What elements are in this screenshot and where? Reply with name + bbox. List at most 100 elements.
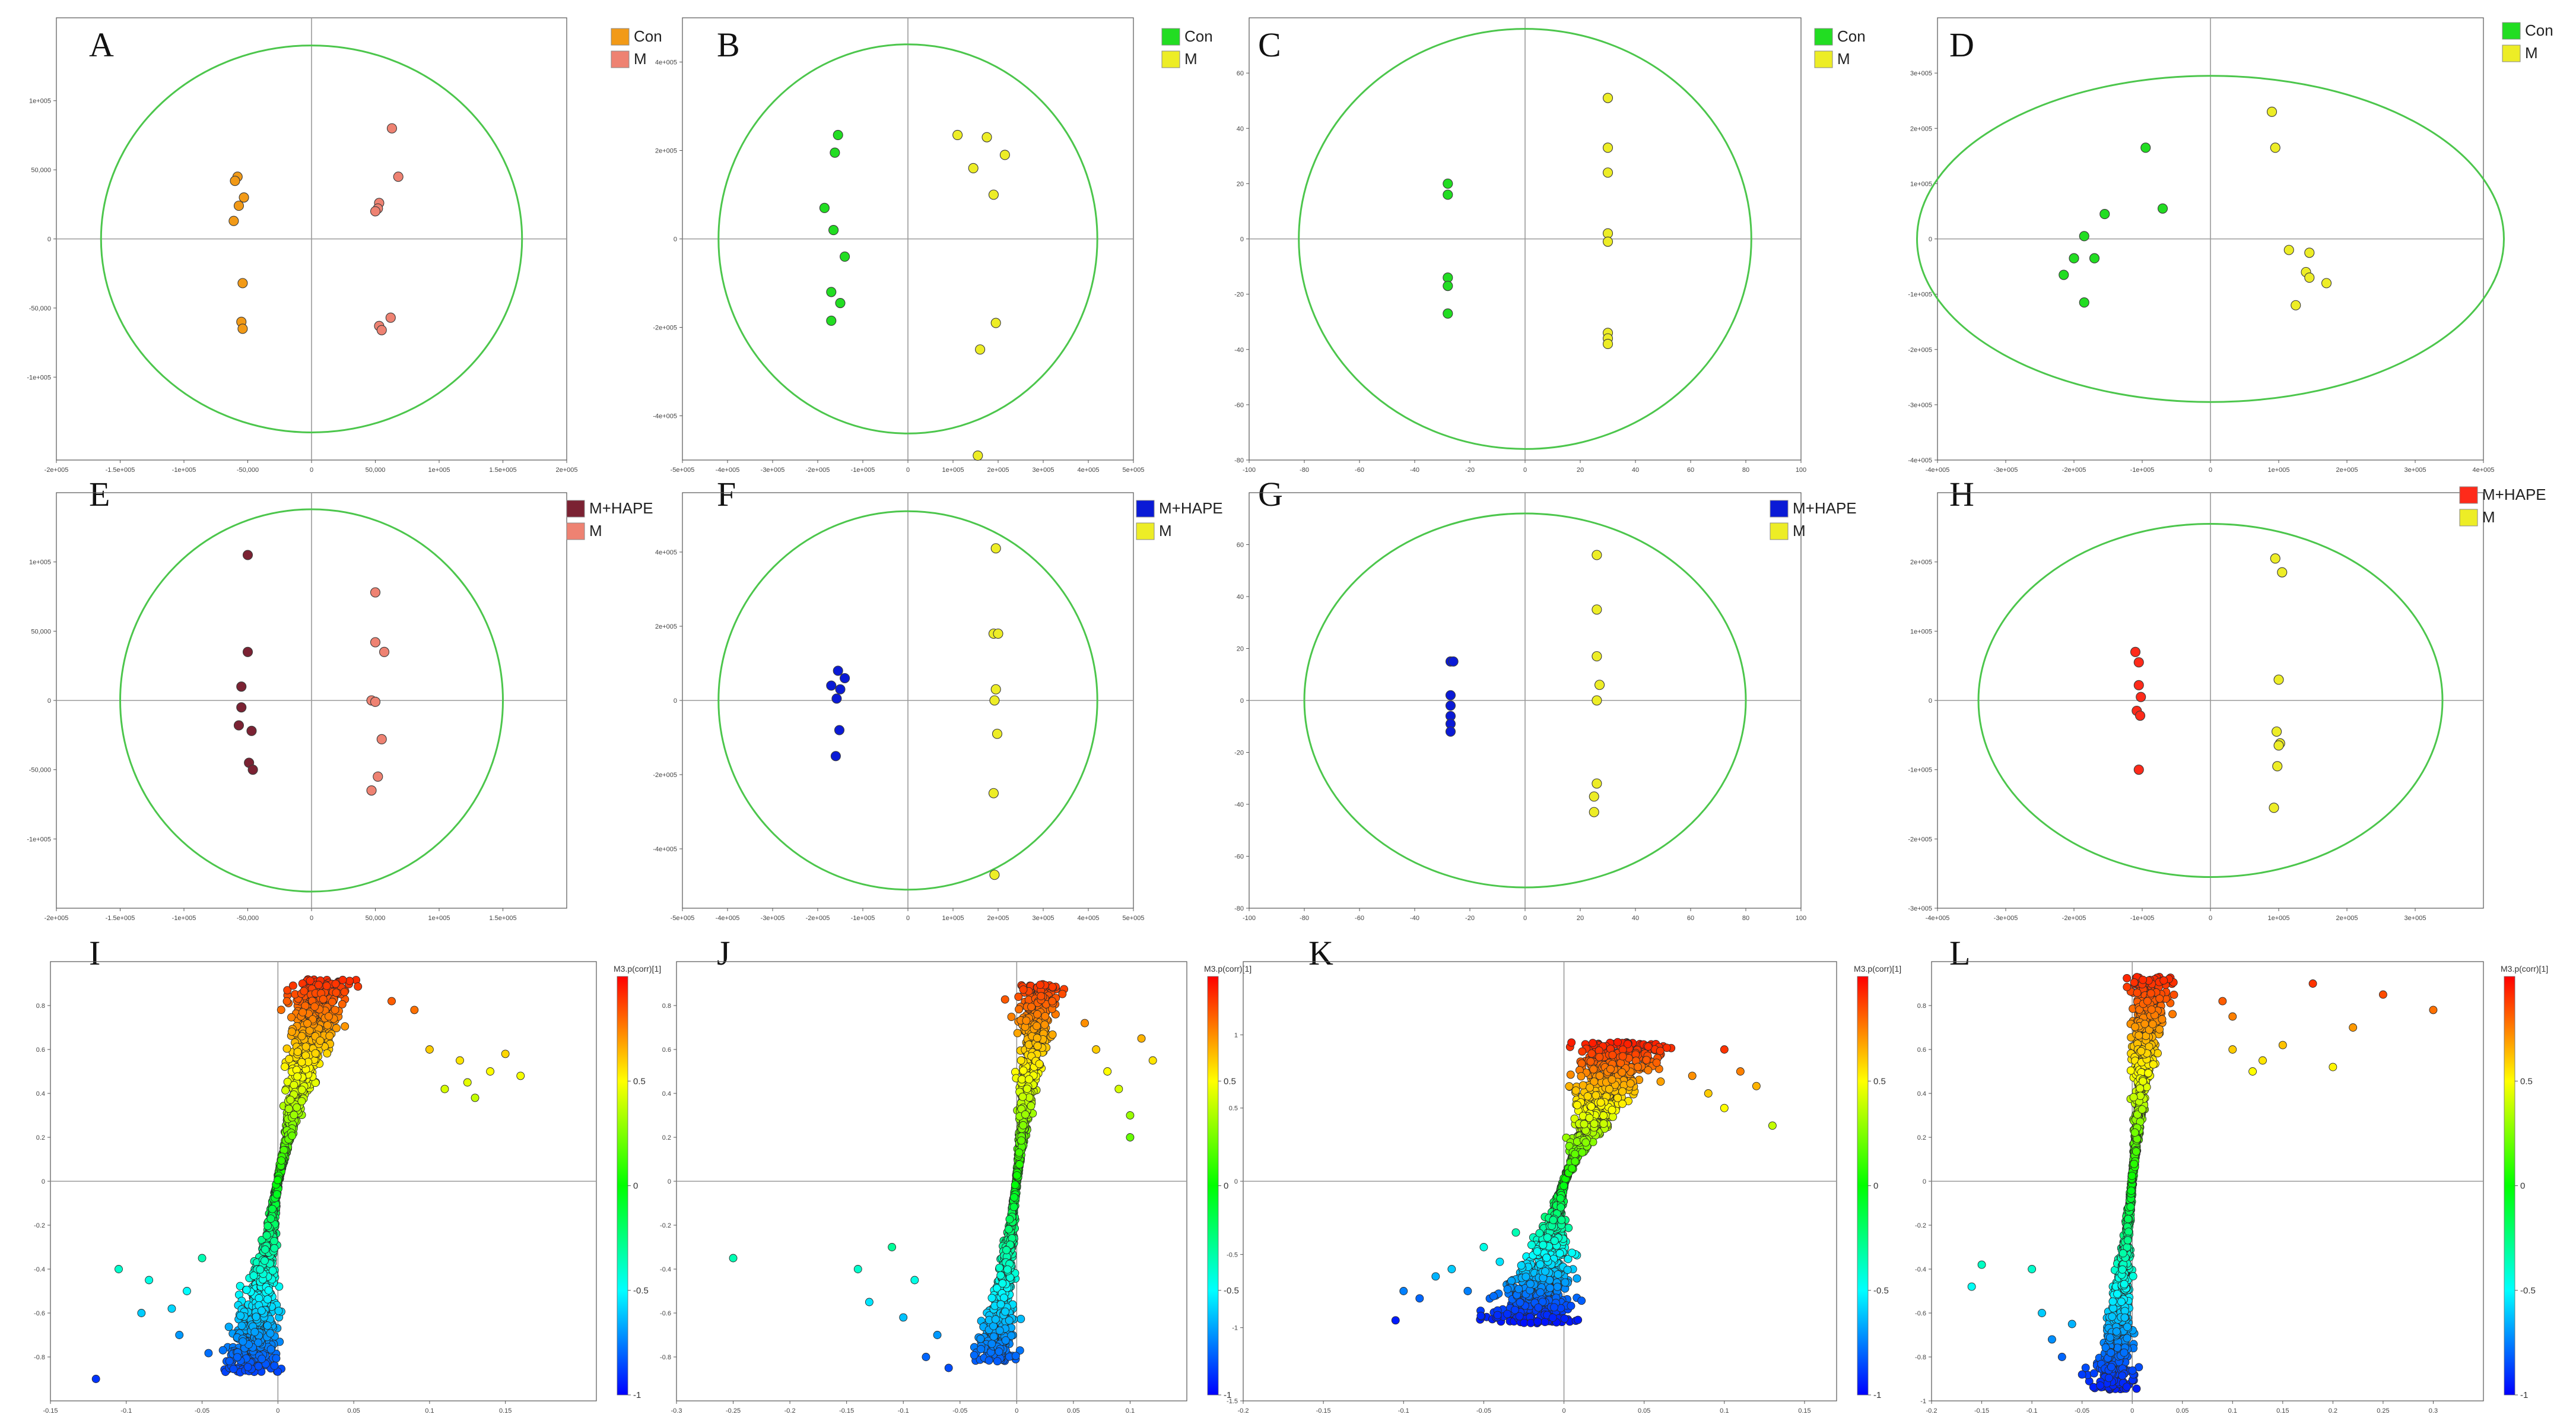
x-tick-label: -2e+005: [806, 467, 830, 474]
y-tick-label: -50,000: [29, 767, 51, 774]
splot-point: [310, 1002, 319, 1011]
point-con: [2099, 209, 2110, 220]
x-tick-label: 3e+005: [1032, 915, 1054, 922]
y-tick-label: 0: [1929, 697, 1932, 705]
y-tick-label: -60: [1234, 854, 1244, 861]
point-m-hape: [236, 702, 247, 713]
splot-point: [331, 1006, 339, 1014]
point-m: [975, 344, 986, 355]
x-tick-label: -50,000: [237, 915, 259, 922]
splot-point: [268, 1266, 277, 1275]
x-tick-label: 1e+005: [2267, 915, 2289, 922]
point-con: [826, 315, 837, 326]
splot-point: [257, 1307, 266, 1315]
splot-outlier: [198, 1254, 207, 1263]
colorbar-title: M3.p(corr)[1]: [1204, 964, 1252, 973]
panel-H: H-4e+005 -3e+005 -2e+005 -1e+005 0 1e+005 2e+0…: [1908, 475, 2546, 922]
x-tick-label: 0: [1015, 1407, 1018, 1415]
colorbar-tick-label: 0: [633, 1181, 638, 1191]
point-m-hape: [1448, 656, 1459, 667]
panel-letter-H: H: [1949, 475, 1974, 513]
splot-point: [1018, 1092, 1027, 1101]
y-tick-label: 60: [1237, 70, 1244, 77]
x-tick-label: 5e+005: [1122, 915, 1144, 922]
splot-point: [272, 1354, 281, 1363]
y-tick-label: -0.5: [1227, 1251, 1238, 1258]
y-tick-label: 20: [1237, 180, 1244, 188]
splot-point: [282, 1044, 291, 1053]
legend-label: M: [2525, 44, 2538, 62]
splot-outlier: [1092, 1045, 1101, 1054]
splot-point: [987, 1339, 996, 1348]
y-tick-label: 0.2: [36, 1134, 45, 1141]
splot-outlier: [1081, 1019, 1089, 1028]
splot-cloud: [1476, 1038, 1676, 1327]
point-m-hape: [830, 751, 841, 762]
splot-outlier: [410, 1006, 419, 1014]
x-tick-label: 80: [1742, 467, 1749, 474]
splot-point: [293, 1072, 302, 1081]
splot-point: [977, 1344, 986, 1353]
point-con: [2079, 297, 2089, 308]
splot-point: [1048, 997, 1057, 1006]
splot-outlier: [944, 1363, 953, 1372]
splot-point: [270, 1236, 278, 1245]
legend-swatch: [566, 500, 585, 518]
panel-E: E-2e+005 -1.5e+005 -1e+005 -50,000 0 50,000 1e…: [27, 475, 653, 922]
x-tick-label: -100: [1243, 467, 1256, 474]
splot-point: [1011, 1352, 1020, 1361]
y-tick-label: -40: [1234, 801, 1244, 808]
y-tick-label: 20: [1237, 646, 1244, 653]
x-tick-label: -2e+005: [45, 467, 69, 474]
point-m: [1602, 167, 1613, 178]
splot-point: [286, 1095, 295, 1104]
splot-point: [311, 1049, 320, 1058]
splot-point: [266, 1329, 275, 1338]
splot-point: [991, 1315, 1000, 1324]
point-m: [379, 646, 390, 657]
y-tick-label: -0.8: [34, 1354, 45, 1361]
point-m: [990, 684, 1001, 695]
x-tick-label: -0.3: [671, 1407, 682, 1415]
splot-point: [1005, 1225, 1013, 1233]
splot-outlier: [853, 1265, 862, 1273]
colorbar-tick-label: 0.5: [1224, 1076, 1236, 1086]
point-m: [988, 189, 999, 200]
splot-point: [224, 1323, 233, 1331]
x-tick-label: 0: [310, 467, 313, 474]
splot-point: [252, 1312, 261, 1321]
x-tick-label: -0.1: [120, 1407, 132, 1415]
splot-point: [1618, 1087, 1627, 1096]
point-con: [833, 129, 843, 140]
splot-point: [272, 1190, 281, 1199]
legend-swatch: [1814, 28, 1833, 46]
legend-label: M+HAPE: [1159, 499, 1223, 517]
point-m: [992, 728, 1003, 739]
splot-point: [306, 976, 315, 985]
legend-swatch: [611, 50, 630, 68]
point-m-hape: [233, 720, 244, 731]
splot-point: [1613, 1093, 1622, 1102]
y-tick-label: 2e+005: [1910, 559, 1932, 566]
splot-point: [277, 1156, 286, 1165]
x-tick-label: -100: [1243, 915, 1256, 922]
y-tick-label: 0: [42, 1178, 45, 1185]
y-tick-label: 0: [47, 236, 51, 243]
y-tick-label: -0.2: [660, 1222, 671, 1229]
x-tick-label: 0: [906, 467, 910, 474]
splot-point: [1571, 1086, 1580, 1095]
x-tick-label: 5e+005: [1122, 467, 1144, 474]
y-tick-label: 0: [1929, 236, 1932, 243]
point-m-hape: [831, 693, 842, 704]
splot-point: [323, 1021, 332, 1030]
splot-outlier: [910, 1276, 919, 1285]
legend-label: M: [2482, 508, 2495, 526]
splot-point: [1002, 1245, 1011, 1254]
hotelling-ellipse: [1977, 523, 2444, 878]
y-tick-label: -4e+005: [1908, 457, 1932, 464]
splot-point: [1035, 1060, 1044, 1068]
point-m: [2304, 272, 2315, 283]
colorbar-tick-label: 0.5: [633, 1076, 646, 1086]
